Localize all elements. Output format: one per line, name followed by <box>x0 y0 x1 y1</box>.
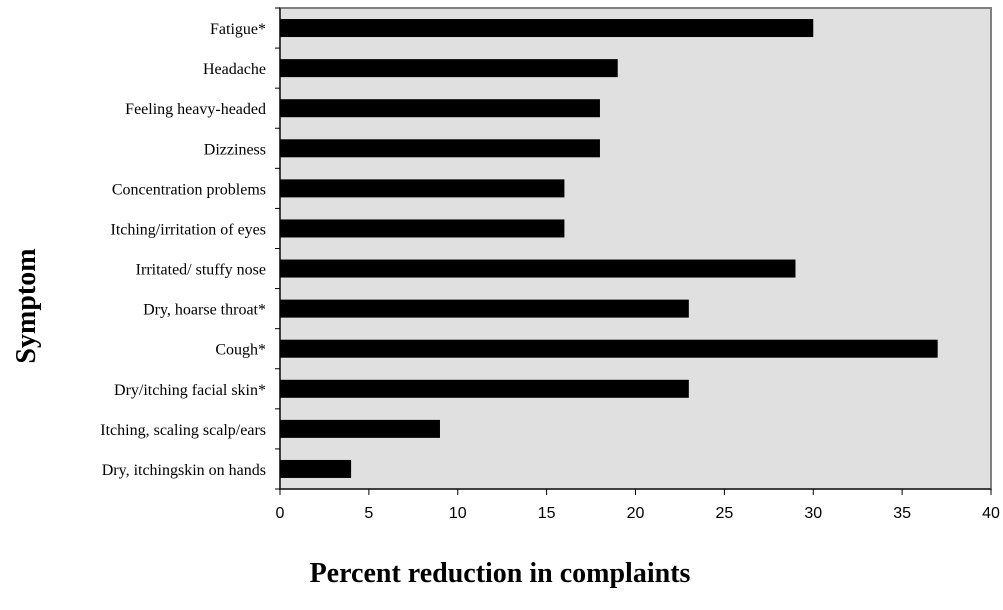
bar-group <box>280 19 938 478</box>
bar <box>280 99 600 118</box>
x-tick-label: 5 <box>364 505 373 522</box>
bar <box>280 419 440 438</box>
bar <box>280 59 618 78</box>
bar <box>280 339 938 358</box>
bar <box>280 299 689 318</box>
x-tick-label: 30 <box>804 505 822 522</box>
category-label: Cough* <box>215 342 266 359</box>
bar <box>280 379 689 398</box>
plot-area <box>279 7 992 490</box>
x-tick-label: 20 <box>627 505 645 522</box>
category-label: Concentration problems <box>112 181 266 198</box>
bar <box>280 259 796 278</box>
bar <box>280 459 352 478</box>
category-label: Itching/irritation of eyes <box>110 221 266 238</box>
bar <box>280 19 814 38</box>
x-tick-label: 40 <box>982 505 1000 522</box>
bar <box>280 179 565 198</box>
category-label: Dry, itchingskin on hands <box>102 462 266 479</box>
x-tick-label: 0 <box>276 505 285 522</box>
category-label: Itching, scaling scalp/ears <box>100 422 266 439</box>
category-label: Dry/itching facial skin* <box>114 382 266 399</box>
tick-group <box>275 7 992 495</box>
x-tick-label: 10 <box>449 505 467 522</box>
category-label: Fatigue* <box>210 21 266 38</box>
x-tick-label: 15 <box>538 505 556 522</box>
category-label: Headache <box>203 61 266 78</box>
x-tick-label-group: 0 5 10 15 20 25 30 35 40 <box>276 505 1000 522</box>
x-tick-label: 35 <box>893 505 911 522</box>
category-label: Irritated/ stuffy nose <box>136 262 266 279</box>
x-axis-title: Percent reduction in complaints <box>310 558 691 589</box>
y-axis-title: Symptom <box>11 248 42 363</box>
category-label-group: Fatigue* Headache Feeling heavy-headed Dizz… <box>100 21 266 479</box>
category-label: Dizziness <box>204 141 266 158</box>
bar <box>280 219 565 238</box>
x-tick-label: 25 <box>715 505 733 522</box>
category-label: Feeling heavy-headed <box>125 101 266 118</box>
bar <box>280 139 600 158</box>
category-label: Dry, hoarse throat* <box>143 302 266 319</box>
